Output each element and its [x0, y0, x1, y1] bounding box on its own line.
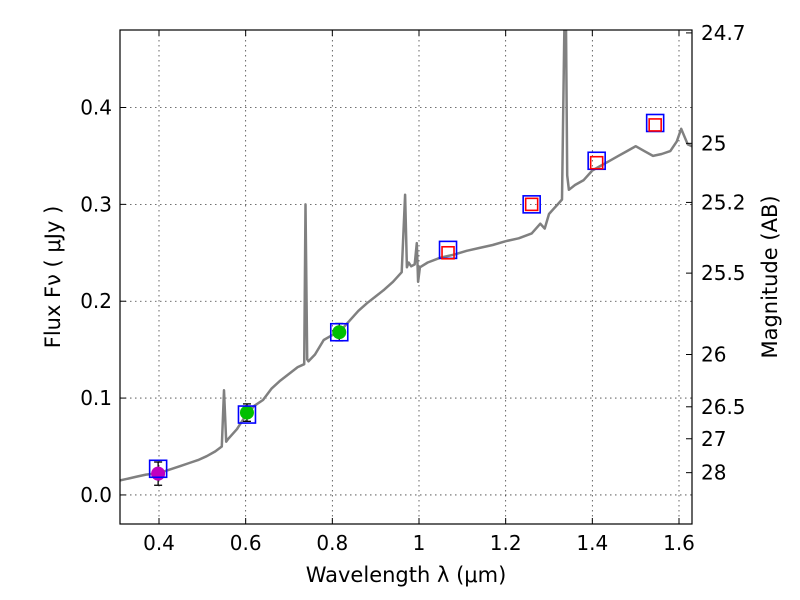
magnitude-tick-label: 28: [701, 461, 726, 485]
x-tick-label: 0.4: [143, 531, 175, 555]
y-tick-label: 0.0: [80, 483, 112, 507]
magnitude-tick-label: 25.5: [701, 261, 746, 285]
x-tick-label: 1: [413, 531, 426, 555]
model-point-blue: [148, 459, 168, 479]
observed-point: [239, 405, 254, 420]
y-tick-label: 0.1: [80, 386, 112, 410]
magnitude-axis-label: Magnitude (AB): [758, 195, 782, 358]
y-tick-label: 0.4: [80, 95, 112, 119]
x-tick-label: 1.6: [663, 531, 695, 555]
x-tick-label: 1.2: [490, 531, 522, 555]
plot-area: [120, 30, 692, 486]
axes-frame: [119, 29, 693, 525]
x-axis-label: Wavelength λ (μm): [306, 563, 507, 587]
y-axis-label: Flux Fν ( μJy ): [41, 206, 65, 349]
model-point-red: [524, 197, 539, 212]
observed-point: [151, 466, 166, 481]
model-point-red: [441, 245, 455, 260]
x-tick-label: 0.8: [316, 531, 348, 555]
magnitude-tick-label: 25: [701, 131, 726, 155]
model-point-blue: [237, 405, 257, 424]
magnitude-tick-label: 27: [701, 427, 726, 451]
y-tick-label: 0.3: [80, 192, 112, 216]
x-tick-label: 1.4: [576, 531, 608, 555]
model-point-blue: [329, 322, 349, 342]
observed-point: [332, 325, 347, 340]
magnitude-tick-label: 26: [701, 342, 726, 366]
model-point-red: [648, 118, 662, 132]
axes: 0.4 0.6 0.8 1 1.2 1.4 1.6 0.0 0.1 0.2 0.3 0.4 24.7 25…: [80, 21, 745, 555]
model-point-blue: [522, 195, 541, 214]
magnitude-tick-label: 26.5: [701, 395, 746, 419]
x-tick-label: 0.6: [230, 531, 262, 555]
magnitude-tick-label: 25.2: [701, 190, 746, 214]
model-point-red: [589, 155, 604, 170]
magnitude-tick-label: 24.7: [701, 21, 746, 45]
grid: [120, 30, 692, 524]
spectrum-line: [120, 30, 692, 482]
y-tick-label: 0.2: [80, 289, 112, 313]
